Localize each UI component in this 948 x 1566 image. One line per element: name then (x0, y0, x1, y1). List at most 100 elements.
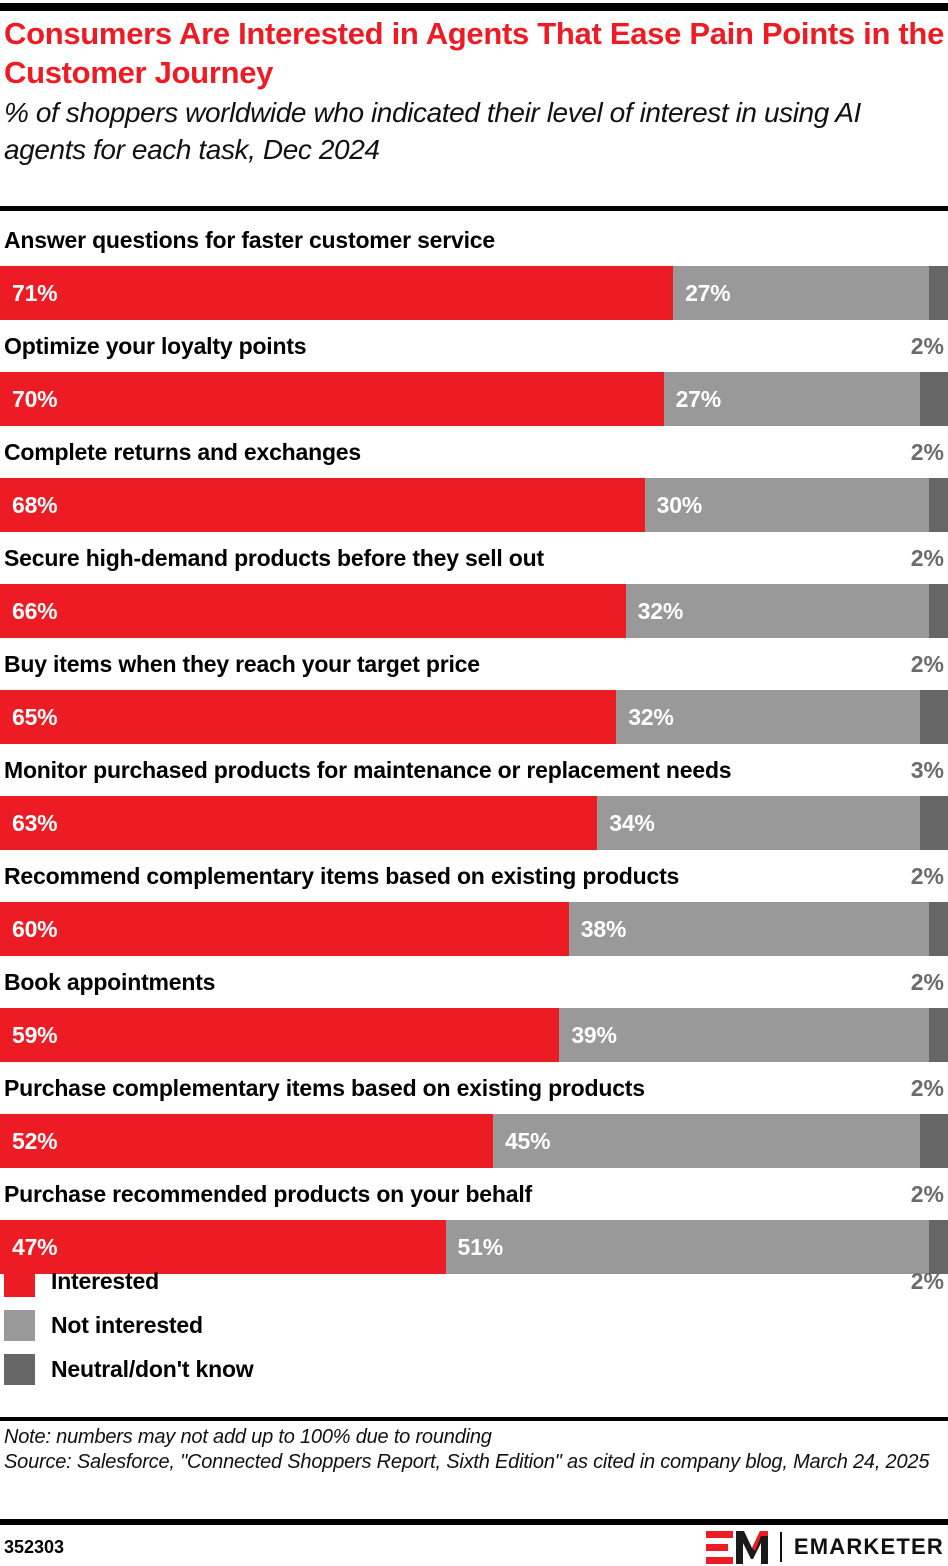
chart-row: Optimize your loyalty points 2% 70% 27% (0, 320, 948, 426)
chart-row: Purchase complementary items based on ex… (0, 1062, 948, 1168)
bar-segment-not-interested: 38% (568, 902, 930, 956)
legend-label: Not interested (51, 1311, 203, 1338)
bar-segment-not-interested: 27% (673, 266, 930, 320)
top-divider (0, 3, 948, 11)
segment-value-interested: 63% (12, 809, 58, 836)
bar-segment-interested: 60% (0, 902, 569, 956)
row-header: Optimize your loyalty points 2% (0, 320, 948, 372)
category-label: Answer questions for faster customer ser… (4, 226, 495, 253)
row-header: Buy items when they reach your target pr… (0, 638, 948, 690)
chart-legend: Interested 2% Not interested Neutral/don't … (0, 1259, 948, 1391)
bar-segment-neutral (919, 1114, 948, 1168)
bar-segment-neutral (919, 690, 948, 744)
chart-subtitle: % of shoppers worldwide who indicated th… (4, 97, 861, 165)
bar-segment-neutral (929, 1220, 948, 1274)
segment-value-not-interested: 39% (571, 1021, 617, 1048)
neutral-value-label: 2% (910, 1180, 944, 1207)
stacked-bar: 47% 51% (0, 1220, 948, 1274)
segment-value-interested: 71% (12, 279, 58, 306)
stacked-bar: 68% 30% (0, 478, 948, 532)
page-title: Consumers Are Interested in Agents That … (4, 16, 945, 90)
bar-segment-not-interested: 27% (663, 372, 920, 426)
category-label: Optimize your loyalty points (4, 332, 307, 359)
segment-value-not-interested: 32% (637, 597, 684, 624)
neutral-value-label: 2% (910, 968, 944, 995)
segment-value-not-interested: 32% (628, 703, 674, 730)
bar-segment-not-interested: 32% (616, 690, 920, 744)
bar-segment-neutral (919, 796, 948, 850)
brand-wordmark: EMARKETER (793, 1534, 944, 1559)
bar-segment-interested: 71% (0, 266, 674, 320)
legend-swatch (4, 1265, 35, 1297)
row-header: Answer questions for faster customer ser… (0, 214, 948, 266)
neutral-value-label: 2% (910, 862, 944, 889)
bar-segment-not-interested: 32% (625, 584, 930, 638)
category-label: Book appointments (4, 968, 216, 995)
bar-segment-neutral (919, 372, 948, 426)
chart-row: Monitor purchased products for maintenan… (0, 744, 948, 850)
legend-label: Neutral/don't know (51, 1355, 254, 1382)
legend-swatch (4, 1309, 35, 1341)
chart-id: 352303 (4, 1536, 65, 1557)
segment-value-not-interested: 30% (656, 491, 703, 518)
em-monogram-icon (705, 1530, 768, 1564)
bar-segment-interested: 63% (0, 796, 598, 850)
bar-segment-interested: 70% (0, 372, 664, 426)
chart-header: Consumers Are Interested in Agents That … (0, 14, 948, 168)
segment-value-interested: 66% (12, 597, 58, 624)
note-text: Note: numbers may not add up to 100% due… (4, 1426, 492, 1448)
bar-segment-neutral (929, 902, 948, 956)
bar-segment-interested: 65% (0, 690, 617, 744)
footer-divider-top (0, 1417, 948, 1421)
category-label: Complete returns and exchanges (4, 438, 361, 465)
row-header: Book appointments 2% (0, 956, 948, 1008)
bar-segment-neutral (929, 478, 948, 532)
bar-segment-not-interested: 51% (445, 1220, 930, 1274)
bar-segment-neutral (929, 1008, 948, 1062)
segment-value-interested: 65% (12, 703, 58, 730)
legend-swatch (4, 1353, 35, 1385)
segment-value-interested: 60% (12, 915, 58, 942)
bar-segment-interested: 66% (0, 584, 626, 638)
neutral-value-label: 2% (910, 438, 944, 465)
segment-value-not-interested: 51% (457, 1233, 504, 1260)
bar-segment-interested: 68% (0, 478, 645, 532)
neutral-value-label: 2% (910, 332, 944, 359)
source-text: Source: Salesforce, "Connected Shoppers … (4, 1451, 930, 1473)
legend-item[interactable]: Not interested (0, 1303, 948, 1347)
header-divider (0, 206, 948, 211)
segment-value-not-interested: 27% (685, 279, 731, 306)
category-label: Purchase complementary items based on ex… (4, 1074, 645, 1101)
neutral-value-label: 2% (910, 650, 944, 677)
chart-row: Secure high-demand products before they … (0, 532, 948, 638)
legend-item[interactable]: Neutral/don't know (0, 1347, 948, 1391)
row-header: Monitor purchased products for maintenan… (0, 744, 948, 796)
category-label: Purchase recommended products on your be… (4, 1180, 532, 1207)
stacked-bar: 70% 27% (0, 372, 948, 426)
category-label: Monitor purchased products for maintenan… (4, 756, 732, 783)
neutral-value-label: 2% (910, 1267, 944, 1294)
legend-label: Interested (51, 1267, 159, 1294)
bar-segment-neutral (929, 584, 948, 638)
chart-row: Complete returns and exchanges 2% 68% 30% (0, 426, 948, 532)
segment-value-not-interested: 38% (580, 915, 627, 942)
stacked-bar: 65% 32% (0, 690, 948, 744)
legend-item[interactable]: Interested 2% (0, 1259, 948, 1303)
row-header: Purchase complementary items based on ex… (0, 1062, 948, 1114)
stacked-bar: 63% 34% (0, 796, 948, 850)
bar-segment-not-interested: 45% (492, 1114, 920, 1168)
chart-row: Buy items when they reach your target pr… (0, 638, 948, 744)
neutral-value-label: 2% (910, 1074, 944, 1101)
chart-row: Book appointments 2% 59% 39% (0, 956, 948, 1062)
footer-notes: Note: numbers may not add up to 100% due… (4, 1425, 948, 1475)
logo-divider (779, 1532, 782, 1562)
stacked-bar-chart: Answer questions for faster customer ser… (0, 214, 948, 1274)
bar-segment-not-interested: 30% (644, 478, 930, 532)
row-header: Complete returns and exchanges 2% (0, 426, 948, 478)
segment-value-not-interested: 27% (675, 385, 722, 412)
stacked-bar: 52% 45% (0, 1114, 948, 1168)
neutral-value-label: 2% (910, 544, 944, 571)
segment-value-not-interested: 45% (504, 1127, 551, 1154)
chart-row: Recommend complementary items based on e… (0, 850, 948, 956)
